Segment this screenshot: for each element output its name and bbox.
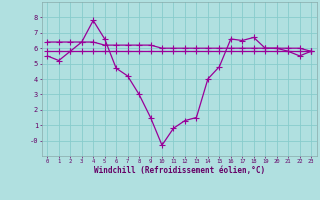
X-axis label: Windchill (Refroidissement éolien,°C): Windchill (Refroidissement éolien,°C) [94,166,265,175]
